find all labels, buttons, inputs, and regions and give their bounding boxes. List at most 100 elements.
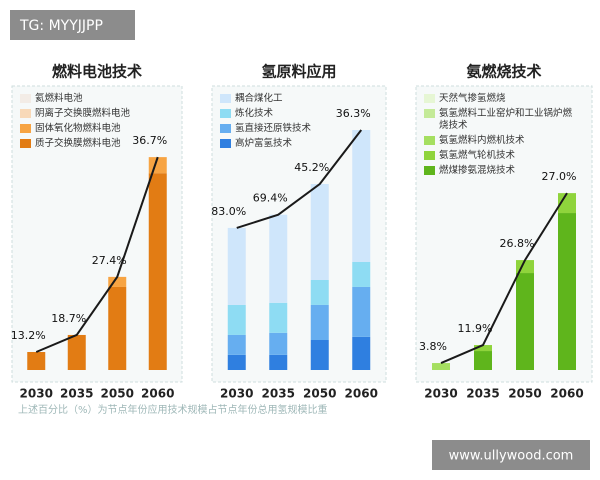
bar-segment <box>352 262 371 287</box>
bar-segment <box>269 214 288 303</box>
bar-segment <box>269 302 288 333</box>
bar-segment <box>310 280 329 305</box>
bar-segment <box>108 276 127 287</box>
panel-title: 氨燃烧技术 <box>466 63 541 81</box>
legend-label: 燃煤掺氨混烧技术 <box>439 165 516 176</box>
panel-title: 氢原料应用 <box>261 63 336 81</box>
bar-segment <box>310 304 329 340</box>
watermark: TG: MYYJJPP <box>19 18 103 34</box>
x-tick-label: 2050 <box>101 387 134 401</box>
legend-item: 阴离子交换膜燃料电池 <box>20 108 170 120</box>
legend-swatch <box>220 124 231 133</box>
x-tick-label: 2050 <box>303 387 336 401</box>
legend-swatch <box>424 151 435 160</box>
legend-label: 阴离子交换膜燃料电池 <box>35 108 131 119</box>
x-tick-label: 2060 <box>345 387 378 401</box>
legend-swatch <box>424 136 435 145</box>
legend: 耦合煤化工炼化技术氢直接还原铁技术高炉富氢技术 <box>220 93 350 153</box>
share-label: 18.7% <box>51 312 86 325</box>
legend: 天然气掺氢燃烧氨氢燃料工业窑炉和工业锅炉燃烧技术氨氢燃料内燃机技术 氨氢燃气轮机技… <box>424 93 574 180</box>
legend-swatch <box>20 94 31 103</box>
legend-label: 天然气掺氢燃烧 <box>439 93 506 104</box>
share-label: 27.4% <box>92 254 127 267</box>
bar-segment <box>558 193 576 214</box>
legend-swatch <box>220 109 231 118</box>
legend-label: 氨氢燃料内燃机技术 <box>439 135 525 146</box>
legend-swatch <box>220 94 231 103</box>
bar-segment <box>227 354 246 370</box>
legend-item: 氨氢燃料内燃机技术 <box>424 135 574 147</box>
bar-segment <box>148 173 167 370</box>
share-label: 83.0% <box>211 205 246 218</box>
bar-segment <box>227 227 246 305</box>
x-tick-label: 2035 <box>60 387 93 401</box>
panel-title: 燃料电池技术 <box>52 63 142 81</box>
legend-swatch <box>20 109 31 118</box>
legend-item: 氨氢燃气轮机技术 <box>424 150 574 162</box>
bar-segment <box>432 363 450 370</box>
legend-swatch <box>20 124 31 133</box>
legend-item: 质子交换膜燃料电池 <box>20 138 170 150</box>
share-label: 27.0% <box>542 170 577 183</box>
x-tick-label: 2050 <box>508 387 541 401</box>
share-label: 69.4% <box>253 192 288 205</box>
bar-segment <box>310 340 329 370</box>
bar-segment <box>269 354 288 370</box>
bar-segment <box>108 286 127 370</box>
share-label: 3.8% <box>419 340 447 353</box>
legend-label: 固体氧化物燃料电池 <box>35 123 121 134</box>
legend-item: 天然气掺氢燃烧 <box>424 93 574 105</box>
legend-item: 氨氢燃料工业窑炉和工业锅炉燃烧技术 <box>424 108 574 132</box>
bar-segment <box>352 336 371 370</box>
bar-segment <box>516 273 534 370</box>
x-tick-label: 2060 <box>550 387 583 401</box>
legend-label: 氦燃料电池 <box>35 93 83 104</box>
legend-item: 燃煤掺氨混烧技术 <box>424 165 574 177</box>
legend-item: 耦合煤化工 <box>220 93 350 105</box>
legend-swatch <box>424 109 435 118</box>
source: www.ullywood.com <box>449 449 574 464</box>
share-label: 36.7% <box>132 134 167 147</box>
footnote: 上述百分比（%）为节点年份应用技术规模占节点年份总用氢规模比重 <box>18 403 328 416</box>
source-box <box>432 440 590 470</box>
legend-item: 氢直接还原铁技术 <box>220 123 350 135</box>
x-tick-label: 2030 <box>424 387 457 401</box>
bar-segment <box>310 184 329 280</box>
legend-label: 耦合煤化工 <box>235 93 283 104</box>
bar-segment <box>67 334 86 370</box>
share-label: 13.2% <box>11 329 46 342</box>
legend-swatch <box>20 139 31 148</box>
share-line <box>440 192 568 364</box>
x-tick-label: 2035 <box>466 387 499 401</box>
share-line <box>236 129 363 229</box>
legend-item: 固体氧化物燃料电池 <box>20 123 170 135</box>
bar-segment <box>474 345 492 352</box>
legend-swatch <box>424 166 435 175</box>
share-label: 26.8% <box>500 237 535 250</box>
share-line <box>35 156 159 353</box>
legend: 氦燃料电池阴离子交换膜燃料电池 固体氧化物燃料电池质子交换膜燃料电池 <box>20 93 170 153</box>
x-tick-label: 2030 <box>220 387 253 401</box>
bar-segment <box>27 352 46 370</box>
bar-segment <box>227 334 246 355</box>
legend-label: 高炉富氢技术 <box>235 138 293 149</box>
legend-item: 炼化技术 <box>220 108 350 120</box>
x-tick-label: 2030 <box>20 387 53 401</box>
legend-label: 氨氢燃气轮机技术 <box>439 150 516 161</box>
bar-segment <box>474 351 492 370</box>
share-label: 36.3% <box>336 107 371 120</box>
legend-item: 氦燃料电池 <box>20 93 170 105</box>
share-label: 11.9% <box>458 322 493 335</box>
bar-segment <box>269 332 288 355</box>
bar-segment <box>352 130 371 262</box>
legend-label: 炼化技术 <box>235 108 274 119</box>
legend-swatch <box>424 94 435 103</box>
bar-segment <box>352 286 371 337</box>
share-label: 45.2% <box>294 161 329 174</box>
x-tick-label: 2060 <box>141 387 174 401</box>
x-tick-label: 2035 <box>262 387 295 401</box>
legend-item: 高炉富氢技术 <box>220 138 350 150</box>
legend-label: 氨氢燃料工业窑炉和工业锅炉燃烧技术 <box>439 108 573 131</box>
